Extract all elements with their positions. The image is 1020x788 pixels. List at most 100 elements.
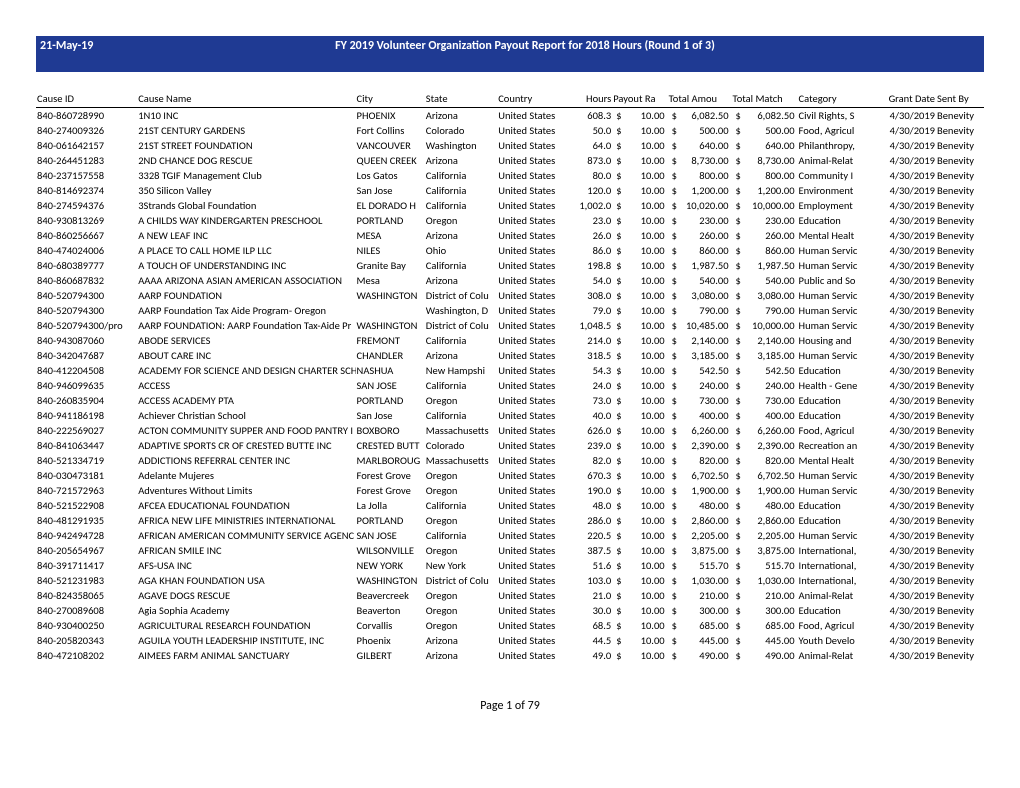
cell: AGA KHAN FOUNDATION USA bbox=[137, 573, 355, 588]
table-row: 840-205654967AFRICAN SMILE INCWILSONVILL… bbox=[36, 543, 984, 558]
cell: United States bbox=[497, 108, 561, 124]
cell: 840-520794300/pro bbox=[36, 318, 137, 333]
cell: Human Servic bbox=[798, 348, 878, 363]
cell: United States bbox=[497, 648, 561, 663]
cell: 4/30/2019 bbox=[877, 363, 936, 378]
cell: ACCESS ACADEMY PTA bbox=[137, 393, 355, 408]
cell: $300.00 bbox=[732, 603, 798, 618]
cell: ACTON COMMUNITY SUPPER AND FOOD PANTRY I bbox=[137, 423, 355, 438]
table-row: 840-520794300/proAARP FOUNDATION: AARP F… bbox=[36, 318, 984, 333]
cell: 840-260835904 bbox=[36, 393, 137, 408]
cell: $860.00 bbox=[668, 243, 732, 258]
cell: $800.00 bbox=[732, 168, 798, 183]
cell: Adventures Without Limits bbox=[137, 483, 355, 498]
cell: GILBERT bbox=[356, 648, 425, 663]
cell: Benevity bbox=[936, 528, 984, 543]
cell: A NEW LEAF INC bbox=[137, 228, 355, 243]
cell: $10.00 bbox=[612, 183, 667, 198]
cell: $3,080.00 bbox=[732, 288, 798, 303]
cell: $1,030.00 bbox=[668, 573, 732, 588]
cell: Achiever Christian School bbox=[137, 408, 355, 423]
cell: 79.0 bbox=[561, 303, 612, 318]
cell: 4/30/2019 bbox=[877, 108, 936, 124]
cell: $10.00 bbox=[612, 438, 667, 453]
cell: District of Colu bbox=[425, 288, 497, 303]
cell: United States bbox=[497, 513, 561, 528]
column-header: Sent By bbox=[936, 90, 984, 108]
cell: $10.00 bbox=[612, 168, 667, 183]
cell: 4/30/2019 bbox=[877, 573, 936, 588]
cell: 318.5 bbox=[561, 348, 612, 363]
cell: $542.50 bbox=[732, 363, 798, 378]
cell: $10.00 bbox=[612, 543, 667, 558]
table-row: 840-860687832AAAA ARIZONA ASIAN AMERICAN… bbox=[36, 273, 984, 288]
table-row: 840-521334719ADDICTIONS REFERRAL CENTER … bbox=[36, 453, 984, 468]
cell: 4/30/2019 bbox=[877, 288, 936, 303]
payout-table: Cause IDCause NameCityStateCountryHoursP… bbox=[36, 90, 984, 663]
cell: Human Servic bbox=[798, 318, 878, 333]
column-header: Grant Date bbox=[877, 90, 936, 108]
cell: 1N10 INC bbox=[137, 108, 355, 124]
cell: 840-521522908 bbox=[36, 498, 137, 513]
cell: $790.00 bbox=[668, 303, 732, 318]
cell: 4/30/2019 bbox=[877, 213, 936, 228]
cell: United States bbox=[497, 543, 561, 558]
table-row: 840-814692374350 Silicon ValleySan JoseC… bbox=[36, 183, 984, 198]
cell: United States bbox=[497, 303, 561, 318]
cell: AARP FOUNDATION: AARP Foundation Tax-Aid… bbox=[137, 318, 355, 333]
cell: $1,200.00 bbox=[732, 183, 798, 198]
cell: $3,875.00 bbox=[732, 543, 798, 558]
cell: 840-814692374 bbox=[36, 183, 137, 198]
cell: $10.00 bbox=[612, 258, 667, 273]
table-row: 840-222569027ACTON COMMUNITY SUPPER AND … bbox=[36, 423, 984, 438]
cell: Benevity bbox=[936, 348, 984, 363]
cell: $10.00 bbox=[612, 213, 667, 228]
cell: 4/30/2019 bbox=[877, 228, 936, 243]
cell: Benevity bbox=[936, 183, 984, 198]
cell: United States bbox=[497, 483, 561, 498]
cell: 21ST STREET FOUNDATION bbox=[137, 138, 355, 153]
cell: $10.00 bbox=[612, 348, 667, 363]
cell: 4/30/2019 bbox=[877, 543, 936, 558]
cell: $6,702.50 bbox=[732, 468, 798, 483]
cell: $2,390.00 bbox=[668, 438, 732, 453]
cell: $10.00 bbox=[612, 318, 667, 333]
cell: 840-520794300 bbox=[36, 288, 137, 303]
cell: 4/30/2019 bbox=[877, 348, 936, 363]
cell: 840-270089608 bbox=[36, 603, 137, 618]
cell: $8,730.00 bbox=[668, 153, 732, 168]
cell: Beaverton bbox=[356, 603, 425, 618]
cell: 4/30/2019 bbox=[877, 258, 936, 273]
table-row: 840-412204508ACADEMY FOR SCIENCE AND DES… bbox=[36, 363, 984, 378]
cell: Human Servic bbox=[798, 243, 878, 258]
cell: Forest Grove bbox=[356, 468, 425, 483]
cell: Adelante Mujeres bbox=[137, 468, 355, 483]
cell: 54.3 bbox=[561, 363, 612, 378]
cell: 4/30/2019 bbox=[877, 423, 936, 438]
cell: Housing and bbox=[798, 333, 878, 348]
cell: San Jose bbox=[356, 408, 425, 423]
cell: United States bbox=[497, 468, 561, 483]
cell: La Jolla bbox=[356, 498, 425, 513]
cell: $640.00 bbox=[668, 138, 732, 153]
cell: $10.00 bbox=[612, 303, 667, 318]
cell: Benevity bbox=[936, 513, 984, 528]
cell: Benevity bbox=[936, 618, 984, 633]
cell: 30.0 bbox=[561, 603, 612, 618]
cell: 840-680389777 bbox=[36, 258, 137, 273]
cell: EL DORADO H bbox=[356, 198, 425, 213]
cell: 4/30/2019 bbox=[877, 603, 936, 618]
cell: 23.0 bbox=[561, 213, 612, 228]
cell: Animal-Relat bbox=[798, 588, 878, 603]
cell: United States bbox=[497, 138, 561, 153]
cell: AFRICAN SMILE INC bbox=[137, 543, 355, 558]
cell: Benevity bbox=[936, 198, 984, 213]
cell: $8,730.00 bbox=[732, 153, 798, 168]
table-row: 840-205820343AGUILA YOUTH LEADERSHIP INS… bbox=[36, 633, 984, 648]
table-row: 840-521522908AFCEA EDUCATIONAL FOUNDATIO… bbox=[36, 498, 984, 513]
cell: 840-391711417 bbox=[36, 558, 137, 573]
cell: SAN JOSE bbox=[356, 378, 425, 393]
cell: Benevity bbox=[936, 378, 984, 393]
cell: United States bbox=[497, 333, 561, 348]
cell: Philanthropy, bbox=[798, 138, 878, 153]
